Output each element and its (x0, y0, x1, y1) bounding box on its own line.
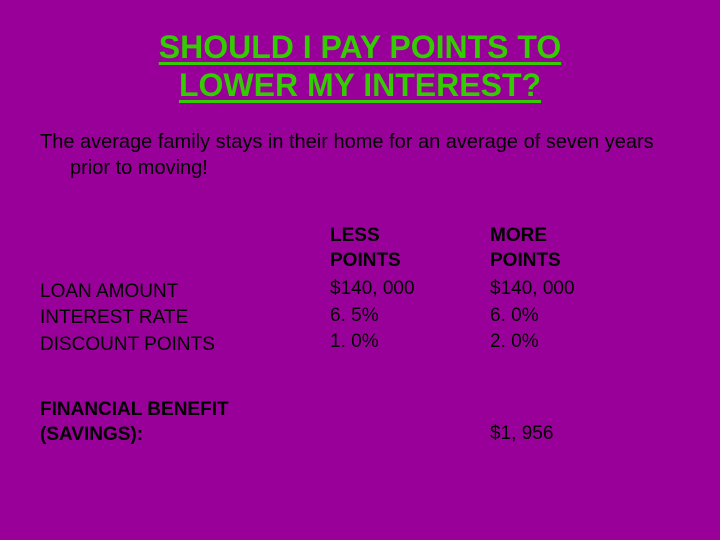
title-line-2: LOWER MY INTEREST? (179, 67, 541, 103)
more-header-line-1: MORE (490, 225, 547, 246)
financial-benefit-value: $1, 956 (490, 397, 650, 448)
less-header-line-2: POINTS (330, 250, 401, 271)
less-discount-points: 1. 0% (330, 329, 490, 356)
footer-label-line-1: FINANCIAL BENEFIT (40, 399, 229, 420)
label-discount-points: DISCOUNT POINTS (40, 332, 330, 359)
less-points-header: LESS POINTS (330, 223, 490, 274)
label-loan-amount: LOAN AMOUNT (40, 279, 330, 306)
title-line-1: SHOULD I PAY POINTS TO (159, 29, 561, 65)
slide-subtitle: The average family stays in their home f… (70, 129, 680, 181)
slide-title: SHOULD I PAY POINTS TO LOWER MY INTEREST… (40, 28, 680, 105)
label-interest-rate: INTEREST RATE (40, 305, 330, 332)
more-points-header: MORE POINTS (490, 223, 650, 274)
more-interest-rate: 6. 0% (490, 303, 650, 330)
more-points-column: MORE POINTS $140, 000 6. 0% 2. 0% (490, 223, 650, 359)
less-interest-rate: 6. 5% (330, 303, 490, 330)
less-header-line-1: LESS (330, 225, 380, 246)
less-points-column: LESS POINTS $140, 000 6. 5% 1. 0% (330, 223, 490, 359)
more-points-values: $140, 000 6. 0% 2. 0% (490, 276, 650, 356)
less-points-values: $140, 000 6. 5% 1. 0% (330, 276, 490, 356)
more-discount-points: 2. 0% (490, 329, 650, 356)
less-loan-amount: $140, 000 (330, 276, 490, 303)
comparison-table: LOAN AMOUNT INTEREST RATE DISCOUNT POINT… (40, 223, 680, 359)
financial-benefit-row: FINANCIAL BENEFIT (SAVINGS): $1, 956 (40, 397, 680, 448)
footer-label-line-2: (SAVINGS): (40, 424, 143, 445)
more-loan-amount: $140, 000 (490, 276, 650, 303)
row-labels-column: LOAN AMOUNT INTEREST RATE DISCOUNT POINT… (40, 223, 330, 359)
more-header-line-2: POINTS (490, 250, 561, 271)
financial-benefit-label: FINANCIAL BENEFIT (SAVINGS): (40, 397, 330, 448)
footer-spacer (330, 397, 490, 448)
